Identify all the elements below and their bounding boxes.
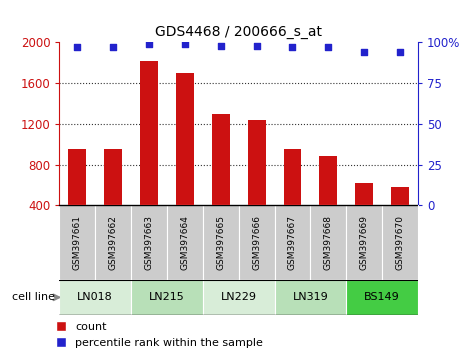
Bar: [140, 61, 158, 205]
Bar: [355, 183, 373, 205]
Text: GSM397670: GSM397670: [396, 215, 405, 270]
Point: [145, 41, 153, 47]
Text: GSM397662: GSM397662: [109, 215, 118, 270]
Bar: [68, 149, 86, 205]
Bar: [95, 205, 131, 280]
Bar: [167, 205, 203, 280]
Point: [181, 41, 189, 47]
Bar: [59, 205, 95, 280]
Point: [361, 50, 368, 55]
Bar: [176, 73, 194, 205]
Text: BS149: BS149: [364, 292, 400, 302]
Text: GSM397667: GSM397667: [288, 215, 297, 270]
Bar: [59, 280, 131, 315]
Text: LN229: LN229: [221, 292, 256, 302]
Bar: [275, 205, 311, 280]
Bar: [284, 149, 302, 205]
Bar: [346, 205, 382, 280]
Title: GDS4468 / 200666_s_at: GDS4468 / 200666_s_at: [155, 25, 322, 39]
Bar: [275, 280, 346, 315]
Point: [253, 43, 260, 48]
Text: LN018: LN018: [77, 292, 113, 302]
Bar: [131, 205, 167, 280]
Text: GSM397663: GSM397663: [144, 215, 153, 270]
Legend: count, percentile rank within the sample: count, percentile rank within the sample: [56, 322, 263, 348]
Point: [396, 50, 404, 55]
Text: GSM397664: GSM397664: [180, 215, 190, 270]
Bar: [104, 149, 122, 205]
Bar: [391, 187, 409, 205]
Point: [109, 45, 117, 50]
Bar: [319, 156, 337, 205]
Bar: [382, 205, 418, 280]
Bar: [203, 280, 275, 315]
Point: [324, 45, 332, 50]
Bar: [131, 280, 203, 315]
Bar: [346, 280, 418, 315]
Bar: [212, 114, 230, 205]
Point: [289, 45, 296, 50]
Text: cell line: cell line: [11, 292, 55, 302]
Text: GSM397669: GSM397669: [360, 215, 369, 270]
Bar: [203, 205, 239, 280]
Point: [74, 45, 81, 50]
Point: [217, 43, 225, 48]
Bar: [239, 205, 275, 280]
Bar: [247, 120, 266, 205]
Text: GSM397668: GSM397668: [324, 215, 333, 270]
Text: LN319: LN319: [293, 292, 328, 302]
Text: GSM397661: GSM397661: [73, 215, 82, 270]
Bar: [311, 205, 346, 280]
Text: GSM397665: GSM397665: [216, 215, 225, 270]
Text: LN215: LN215: [149, 292, 185, 302]
Text: GSM397666: GSM397666: [252, 215, 261, 270]
